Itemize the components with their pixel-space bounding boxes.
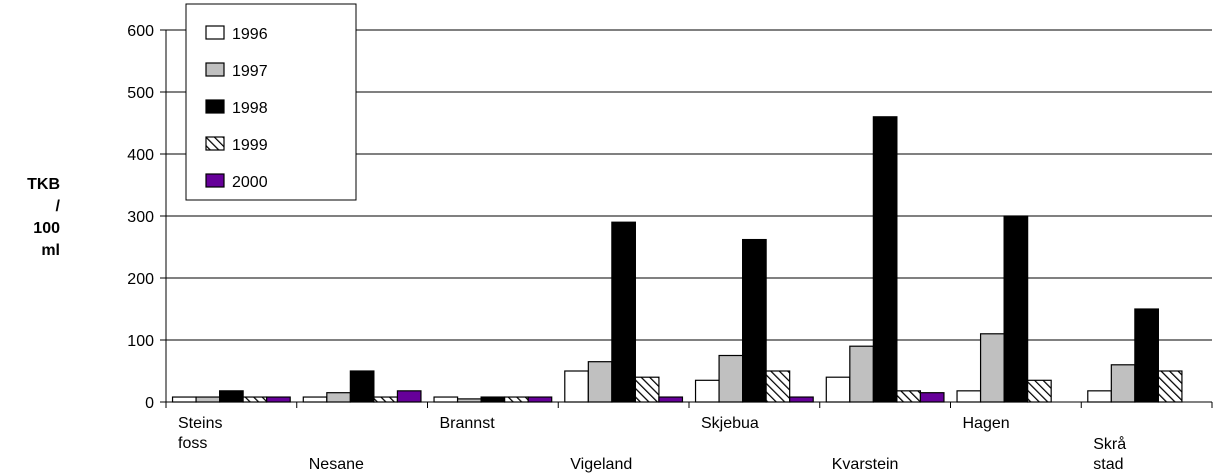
y-axis-label-line: 100 (33, 220, 60, 237)
bar-2000 (527, 396, 553, 403)
x-tick-label: Skrå (1093, 435, 1126, 453)
y-tick-label: 300 (127, 209, 154, 226)
bar-1999 (896, 390, 922, 403)
legend-swatch (205, 25, 225, 40)
y-tick-label: 500 (127, 85, 154, 102)
bar-1998 (611, 221, 636, 403)
bar-1998 (1134, 308, 1159, 403)
bars (171, 116, 1183, 403)
x-tick-label: Vigeland (570, 456, 632, 473)
y-tick-label: 200 (127, 271, 154, 288)
bar-2000 (266, 396, 291, 403)
bar-1996 (1087, 390, 1112, 403)
bar-1998 (742, 238, 767, 403)
x-tick-label: foss (178, 435, 207, 452)
legend-label: 1998 (232, 100, 268, 117)
bar-1998 (872, 116, 898, 403)
bar-1999 (1027, 379, 1052, 403)
y-tick-label: 600 (127, 23, 154, 40)
bar-1999 (634, 376, 660, 403)
bar-1997 (718, 354, 744, 403)
bar-2000 (658, 396, 684, 403)
bar-1997 (979, 333, 1005, 403)
legend: 1996 1997 1998 1999 2000 (185, 3, 357, 201)
bar-1999 (373, 396, 399, 403)
legend-swatch (205, 99, 225, 114)
bar-1996 (564, 370, 589, 403)
bar-1997 (849, 345, 874, 403)
y-axis-label-line: TKB (27, 176, 60, 193)
x-tick-label: Steins (178, 415, 222, 432)
legend-swatch (205, 62, 225, 77)
bar-1996 (825, 376, 851, 403)
y-axis-label-line: ml (41, 242, 60, 259)
legend-label: 1997 (232, 63, 268, 80)
legend-label: 2000 (232, 174, 268, 191)
bar-2000 (396, 390, 422, 403)
legend-label: 1999 (232, 137, 268, 154)
bar-1996 (694, 379, 720, 403)
y-axis-label: TKB / 100 ml (4, 174, 60, 262)
bar-1999 (1157, 370, 1183, 403)
bar-1996 (302, 396, 328, 403)
x-tick-label: Kvarstein (832, 456, 899, 473)
bar-1997 (1110, 364, 1136, 403)
bar-1997 (195, 396, 221, 403)
bar-2000 (919, 392, 945, 403)
bar-1998 (480, 396, 506, 403)
y-tick-label: 100 (127, 333, 154, 350)
legend-label: 1996 (232, 26, 268, 43)
bar-1997 (587, 361, 613, 403)
bar-1999 (765, 370, 791, 403)
bar-1998 (349, 370, 375, 403)
bar-1998 (219, 390, 244, 403)
x-tick-label: Brannst (440, 415, 496, 432)
y-tick-label: 0 (145, 395, 154, 412)
x-tick-label: Skjebua (701, 415, 759, 432)
y-tick-label: 400 (127, 147, 154, 164)
bar-1997 (456, 398, 482, 403)
x-tick-label: Nesane (309, 456, 364, 473)
legend-swatch (205, 136, 225, 151)
legend-swatch (205, 173, 225, 188)
bar-1996 (433, 396, 459, 403)
bar-1996 (956, 390, 982, 403)
bar-1999 (242, 396, 268, 403)
bar-1999 (504, 396, 529, 403)
x-tick-label: stad (1093, 456, 1123, 473)
bar-1997 (326, 392, 351, 403)
bar-2000 (789, 396, 814, 403)
y-axis-label-line: / (55, 198, 60, 215)
x-tick-label: Hagen (963, 415, 1010, 432)
bar-1998 (1003, 215, 1029, 403)
bar-1996 (171, 396, 197, 403)
